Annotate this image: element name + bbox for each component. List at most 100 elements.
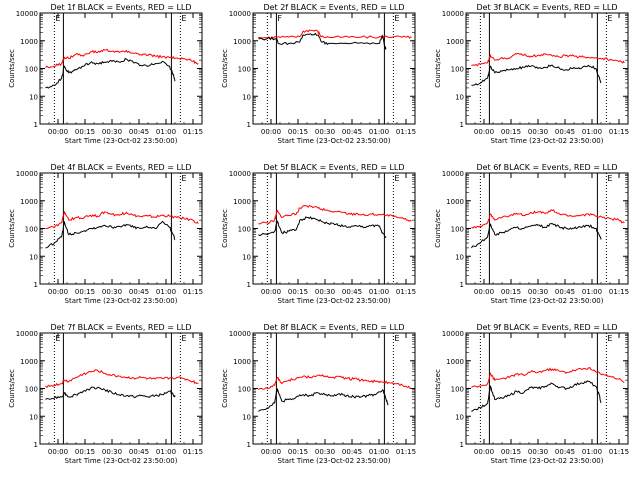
x-tick-label: 01:00 [582,448,602,456]
x-tick-label: 01:15 [396,128,416,136]
y-tick-label: 10000 [16,330,38,338]
x-axis-label: Start Time (23-Oct-02 23:50:00) [491,457,604,465]
y-tick-label: 100 [451,226,464,234]
x-tick-label: 00:30 [315,128,335,136]
series-line-lld [471,366,625,388]
y-tick-label: 10 [455,253,464,261]
x-tick-label: 00:00 [48,448,68,456]
x-axis-label: Start Time (23-Oct-02 23:50:00) [278,457,391,465]
plot-frame [39,12,203,125]
x-tick-label: 00:30 [528,288,548,296]
x-tick-label: 00:00 [474,448,494,456]
plot-title: Det 9f BLACK = Events, RED = LLD [476,323,617,332]
x-tick-label: 01:15 [183,288,203,296]
x-tick-label: 00:30 [528,128,548,136]
x-tick-label: 00:30 [315,448,335,456]
y-axis-label: Counts/sec [434,369,442,408]
x-tick-label: 01:00 [369,448,389,456]
y-tick-label: 10 [455,413,464,421]
x-tick-label: 01:15 [609,448,629,456]
y-axis-label: Counts/sec [221,49,229,88]
plot-title: Det 6f BLACK = Events, RED = LLD [476,163,617,172]
y-tick-label: 1 [34,441,38,449]
y-axis-label: Counts/sec [434,209,442,248]
x-tick-label: 00:15 [75,128,95,136]
series-line-lld [258,204,412,225]
time-marker-label: E [181,14,186,23]
detector-plot-7: Det 7f BLACK = Events, RED = LLD 1 10 100 10… [8,323,203,465]
x-tick-label: 01:15 [183,128,203,136]
series-line-events [471,223,602,249]
y-axis-label: Counts/sec [434,49,442,88]
y-tick-label: 100 [451,66,464,74]
x-axis-label: Start Time (23-Oct-02 23:50:00) [65,457,178,465]
x-tick-label: 00:00 [48,288,68,296]
y-tick-label: 100 [25,226,38,234]
y-tick-label: 10 [242,413,251,421]
x-tick-label: 00:30 [102,288,122,296]
x-tick-label: 01:00 [369,288,389,296]
y-tick-label: 10000 [442,10,464,18]
plot-frame [465,12,629,125]
plot-title: Det 4f BLACK = Events, RED = LLD [50,163,191,172]
plot-title: Det 7f BLACK = Events, RED = LLD [50,323,191,332]
series-line-lld [258,374,412,391]
plot-title: Det 8f BLACK = Events, RED = LLD [263,323,404,332]
y-tick-label: 10000 [16,170,38,178]
detector-plot-2: Det 2f BLACK = Events, RED = LLD 1 10 100 10… [221,3,416,145]
y-axis-label: Counts/sec [8,369,16,408]
y-tick-label: 1 [460,281,464,289]
x-tick-label: 00:45 [555,288,575,296]
y-tick-label: 100 [25,66,38,74]
series-line-events [258,32,387,50]
y-tick-label: 100 [25,386,38,394]
x-tick-label: 00:00 [474,128,494,136]
y-tick-label: 1 [460,441,464,449]
x-tick-label: 00:30 [102,448,122,456]
series-line-lld [258,29,412,40]
time-marker-label: E [607,174,612,183]
plot-frame [252,172,416,285]
x-axis-label: Start Time (23-Oct-02 23:50:00) [278,297,391,305]
x-tick-label: 00:45 [342,288,362,296]
y-tick-label: 1 [247,281,251,289]
x-tick-label: 01:15 [396,288,416,296]
y-tick-label: 1000 [446,38,464,46]
y-tick-label: 10 [29,413,38,421]
y-tick-label: 10000 [16,10,38,18]
time-marker-label: E [607,14,612,23]
x-tick-label: 01:15 [396,448,416,456]
y-tick-label: 1 [247,121,251,129]
x-tick-label: 00:15 [501,128,521,136]
time-marker-label: E [181,174,186,183]
plot-title: Det 3f BLACK = Events, RED = LLD [476,3,617,12]
x-tick-label: 00:30 [315,288,335,296]
plot-frame [465,172,629,285]
y-tick-label: 1 [247,441,251,449]
x-axis-label: Start Time (23-Oct-02 23:50:00) [491,297,604,305]
y-tick-label: 1000 [233,358,251,366]
y-axis-label: Counts/sec [221,369,229,408]
y-axis-label: Counts/sec [221,209,229,248]
time-marker-label: E [394,334,399,343]
y-tick-label: 100 [238,66,251,74]
x-tick-label: 00:15 [501,448,521,456]
y-tick-label: 1000 [20,198,38,206]
x-tick-label: 00:00 [261,128,281,136]
x-tick-label: 01:15 [609,128,629,136]
x-tick-label: 01:00 [369,128,389,136]
y-tick-label: 10 [242,253,251,261]
y-tick-label: 10000 [229,330,251,338]
x-tick-label: 01:15 [609,288,629,296]
plot-frame [39,332,203,445]
y-tick-label: 10000 [442,170,464,178]
detector-plot-4: Det 4f BLACK = Events, RED = LLD 1 10 100 10… [8,163,203,305]
series-line-events [258,388,389,412]
x-tick-label: 00:45 [129,288,149,296]
x-tick-label: 00:00 [474,288,494,296]
series-line-lld [471,52,625,67]
time-marker-label: E [394,174,399,183]
series-line-events [45,57,176,89]
series-line-events [45,220,176,249]
